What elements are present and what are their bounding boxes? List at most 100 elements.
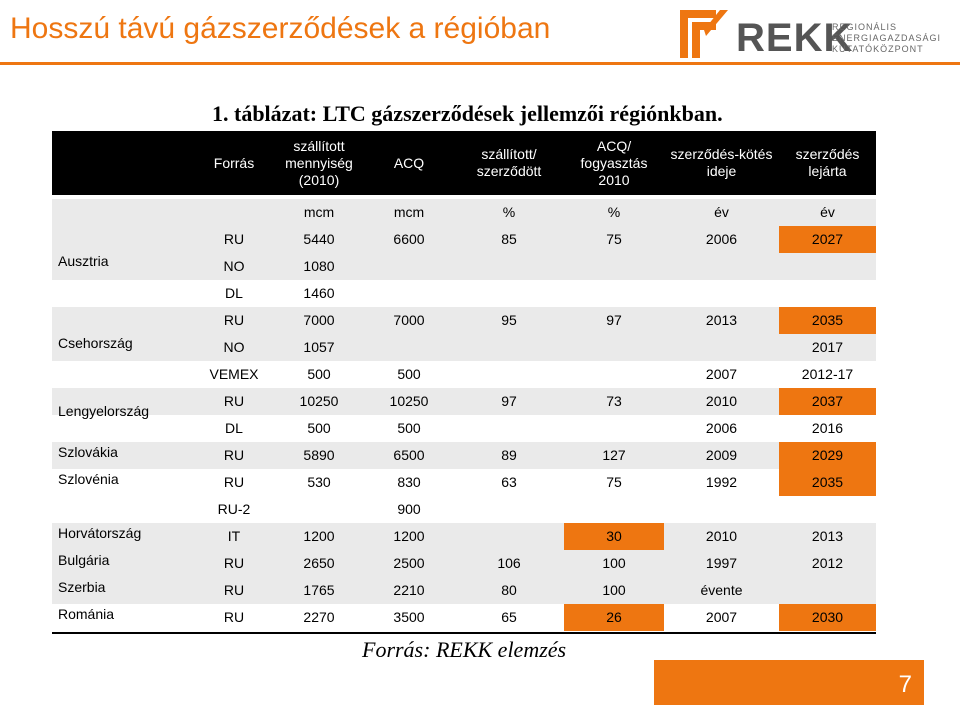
table-cell-ratio: 89 (501, 447, 517, 463)
table-cell-end (779, 253, 876, 280)
logo-subtitle: REGIONÁLIS ENERGIAGAZDASÁGI KUTATÓKÖZPON… (832, 22, 942, 54)
table-row: RU 5890 6500 89 127 2009 2029 (52, 442, 876, 469)
page-number-badge: 7 (654, 660, 924, 705)
table-caption: 1. táblázat: LTC gázszerződések jellemző… (212, 101, 723, 126)
table-cell-cons: 30 (564, 523, 664, 550)
table-cell-cons: 97 (606, 312, 622, 328)
table-cell-ratio (454, 361, 564, 388)
table-header: Forrás szállított mennyiség (2010) ACQ s… (52, 131, 876, 195)
table-cell-qty: 1460 (303, 285, 335, 301)
page-number: 7 (898, 671, 912, 698)
table-cell-source: IT (227, 528, 241, 544)
title-underline (0, 62, 960, 65)
table-cell-cons (564, 253, 664, 280)
table-cell-start (664, 496, 779, 523)
table-cell-cons (564, 415, 664, 442)
table-row: DL 500 500 2006 2016 (52, 415, 876, 442)
table-row: RU 5440 6600 85 75 2006 2027 (52, 226, 876, 253)
table-cell-qty: 530 (307, 474, 331, 490)
table-cell-start: 1997 (705, 555, 738, 571)
table-cell-source: NO (223, 258, 245, 274)
table-cell-cons: 75 (606, 474, 622, 490)
table-cell-end: 2013 (811, 528, 844, 544)
table-cell-end: 2030 (779, 604, 876, 631)
rekk-logo: REKK REGIONÁLIS ENERGIAGAZDASÁGI KUTATÓK… (676, 6, 946, 66)
table-cell-acq: 2210 (393, 582, 425, 598)
table-cell-end: 2017 (811, 339, 844, 355)
table-cell-acq: 6500 (393, 447, 425, 463)
source-note: Forrás: REKK elemzés (362, 637, 567, 662)
table-cell-end: 2037 (779, 388, 876, 415)
table-cell-ratio: 97 (501, 393, 517, 409)
header-cell: szállított mennyiség (2010) (285, 137, 353, 188)
table-cell-qty: 10250 (299, 393, 339, 409)
country-label: Szerbia (58, 579, 106, 595)
logo-text: REKK (736, 16, 854, 60)
table-cell-start: 2007 (705, 609, 738, 625)
table-cell-acq (364, 280, 454, 307)
table-row: RU 2650 2500 106 100 1997 2012 (52, 550, 876, 577)
header-cell: ACQ/ fogyasztás 2010 (580, 137, 648, 188)
table-cell-acq: 500 (397, 366, 421, 382)
table-cell-acq: 1200 (393, 528, 425, 544)
header-cell: szállított/ szerződött (476, 146, 542, 179)
table-cell-source: RU (223, 474, 245, 490)
table-cell-source: RU (223, 582, 245, 598)
table-cell-cons: 100 (602, 555, 626, 571)
header-cell: szerződés-kötés ideje (670, 146, 773, 179)
table-cell-start: 2013 (705, 312, 738, 328)
slide-title: Hosszú távú gázszerződések a régióban (10, 12, 551, 45)
table-cell-source: RU (223, 447, 245, 463)
table-cell-cons: 100 (602, 582, 626, 598)
logo-mark-icon (680, 10, 728, 58)
table-cell-start: 1992 (705, 474, 738, 490)
table-cell-end: 2029 (779, 442, 876, 469)
table-cell-start: 2007 (705, 366, 738, 382)
table-cell-qty: 1200 (303, 528, 335, 544)
table-row: RU 2270 3500 65 26 2007 2030 (52, 604, 876, 631)
table-cell-ratio: 65 (501, 609, 517, 625)
table-cell-cons: 75 (606, 231, 622, 247)
table-row: DL 1460 (52, 280, 876, 307)
table-row: RU 10250 10250 97 73 2010 2037 (52, 388, 876, 415)
table-cell-ratio (454, 415, 564, 442)
table-cell-acq (364, 253, 454, 280)
table-cell-cons: 127 (602, 447, 626, 463)
table-cell-acq: 830 (397, 474, 421, 490)
table-cell-qty: 500 (307, 420, 331, 436)
table-cell-start (664, 253, 779, 280)
table-cell-cons (564, 334, 664, 361)
header-cell: Forrás (213, 154, 255, 171)
table-row: RU-2 900 (52, 496, 876, 523)
table-cell-qty: 1080 (303, 258, 335, 274)
table-cell-acq (364, 334, 454, 361)
table-row: VEMEX 500 500 2007 2012-17 (52, 361, 876, 388)
table-cell-source: RU (223, 231, 245, 247)
table-cell-acq: 500 (397, 420, 421, 436)
table-cell-start (664, 280, 779, 307)
country-label: Szlovénia (58, 471, 119, 487)
table-cell-cons: 73 (606, 393, 622, 409)
table-cell-source: RU (223, 555, 245, 571)
country-label: Bulgária (58, 552, 110, 568)
table-row: NO 1080 (52, 253, 876, 280)
table-cell-end: 2012-17 (801, 366, 854, 382)
table-cell-ratio (454, 280, 564, 307)
table-cell-qty: 1057 (303, 339, 335, 355)
table-row: RU 1765 2210 80 100 évente (52, 577, 876, 604)
table-cell-end: 2035 (779, 469, 876, 496)
header-cell: ACQ (393, 154, 425, 171)
table-cell-ratio (454, 496, 564, 523)
table-cell-qty: 7000 (303, 312, 335, 328)
table-bottom-rule (52, 632, 876, 634)
table-cell-ratio (454, 253, 564, 280)
table-row: IT 1200 1200 30 2010 2013 (52, 523, 876, 550)
table-cell-acq: 10250 (389, 393, 429, 409)
table-cell-qty: 2650 (303, 555, 335, 571)
country-label: Lengyelország (58, 403, 150, 419)
table-cell-ratio: 85 (501, 231, 517, 247)
table-cell-qty: 2270 (303, 609, 335, 625)
table-cell-start: évente (700, 582, 743, 598)
table-cell-qty: 500 (307, 366, 331, 382)
table-cell-end (779, 280, 876, 307)
